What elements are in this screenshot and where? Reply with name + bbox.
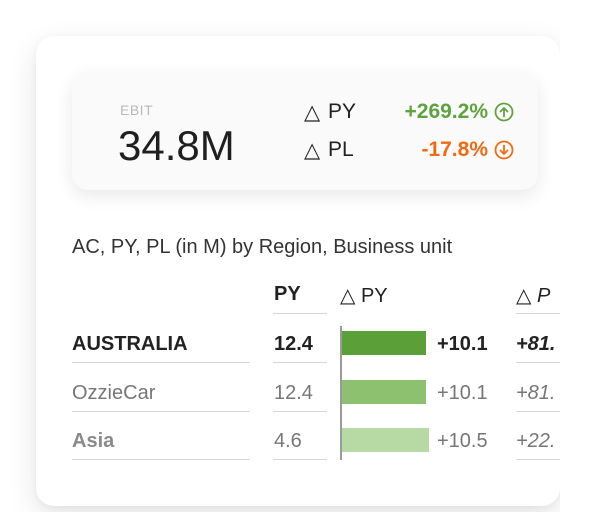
header-underline [273, 313, 327, 314]
delta-symbol: △ [304, 100, 321, 124]
row-delta-pl-value: +81. [516, 333, 556, 355]
delta-py-bar [342, 428, 429, 452]
row-name-asia: Asia [72, 430, 115, 452]
delta-py-bar [342, 331, 426, 355]
row-divider [72, 362, 250, 363]
row-divider [516, 459, 560, 460]
delta-py-label: PY [328, 100, 357, 123]
row-divider [72, 459, 250, 460]
row-py-value: 4.6 [274, 430, 302, 452]
row-delta-pl-value: +81. [516, 382, 556, 404]
row-delta-py-value: +10.1 [437, 333, 488, 355]
row-delta-py-value: +10.1 [437, 382, 488, 404]
row-py-value: 12.4 [274, 382, 313, 404]
row-delta-pl-value: +22. [516, 430, 556, 452]
row-divider [72, 411, 250, 412]
delta-py-value: +269.2% [404, 100, 489, 123]
card-edge-mask [560, 0, 596, 512]
delta-pl-label: PL [328, 138, 354, 161]
col-header-delta-py: △ PY [340, 285, 388, 307]
arrow-down-circle-icon [494, 140, 514, 160]
col-header-delta-pl: △ P [516, 285, 551, 307]
row-name-ozziecar: OzzieCar [72, 382, 156, 404]
delta-py-bar [342, 380, 426, 404]
delta-pl-row: △ PL -17.8% [304, 136, 514, 164]
row-name-australia: AUSTRALIA [72, 333, 188, 355]
row-divider [516, 411, 560, 412]
delta-pl-value: -17.8% [421, 138, 488, 161]
row-divider [273, 411, 327, 412]
row-divider [273, 362, 327, 363]
kpi-panel: EBIT 34.8M △ PY +269.2% △ PL -17.8% [72, 72, 538, 190]
row-py-value: 12.4 [274, 333, 313, 355]
kpi-value: 34.8M [118, 122, 235, 169]
delta-symbol: △ [304, 138, 321, 162]
table-subtitle: AC, PY, PL (in M) by Region, Business un… [72, 236, 453, 258]
kpi-label: EBIT [120, 102, 154, 118]
arrow-up-circle-icon [494, 102, 514, 122]
col-header-py: PY [274, 283, 301, 305]
row-divider [516, 362, 560, 363]
header-underline [516, 313, 560, 314]
delta-py-row: △ PY +269.2% [304, 98, 514, 126]
bar-axis [340, 326, 342, 460]
row-divider [273, 459, 327, 460]
row-delta-py-value: +10.5 [437, 430, 488, 452]
